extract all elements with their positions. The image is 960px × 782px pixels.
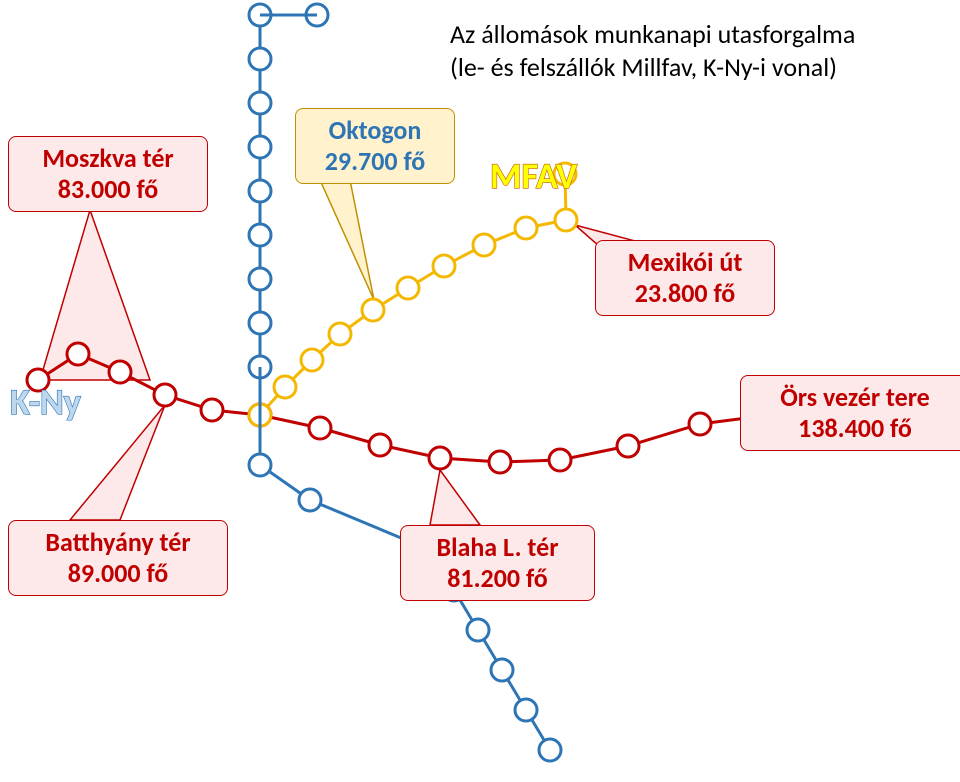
station-yellow-7 — [473, 234, 495, 256]
callout-ors-name: Örs vezér tere — [755, 382, 955, 413]
station-blue_north-6 — [249, 268, 271, 290]
station-yellow-4 — [362, 299, 384, 321]
callout-mexikoi-value: 23.800 fő — [610, 278, 760, 309]
station-yellow-3 — [329, 323, 351, 345]
station-red_west-2 — [109, 361, 131, 383]
callout-moszkva-value: 83.000 fő — [23, 174, 193, 205]
callout-tail-batthyany — [70, 405, 165, 520]
station-yellow-2 — [301, 349, 323, 371]
callout-batthyany-name: Batthyány tér — [23, 527, 213, 558]
station-red_east-5 — [549, 449, 571, 471]
callout-ors-value: 138.400 fő — [755, 413, 955, 444]
title-l2: (le- és felszállók Millfav, K-Ny-i vonal… — [450, 51, 837, 83]
title-l1: Az állomások munkanapi utasforgalma — [450, 18, 855, 50]
callout-ors: Örs vezér tere138.400 fő — [740, 375, 960, 451]
station-red_east-3 — [429, 447, 451, 469]
station-yellow-6 — [433, 255, 455, 277]
station-blue_north-2 — [249, 92, 271, 114]
station-red_west-4 — [201, 399, 223, 421]
station-blue_north-4 — [249, 180, 271, 202]
callout-mexikoi-name: Mexikói út — [610, 247, 760, 278]
station-yellow-1 — [274, 376, 296, 398]
station-red_east-2 — [369, 434, 391, 456]
station-blue_south-5 — [539, 739, 561, 761]
station-blue-join — [249, 454, 271, 476]
station-yellow-5 — [397, 277, 419, 299]
station-blue_north-7 — [249, 312, 271, 334]
station-blue_north-5 — [249, 224, 271, 246]
station-blue_south-2 — [467, 619, 489, 641]
callout-oktogon-name: Oktogon — [310, 115, 440, 146]
callout-blaha: Blaha L. tér81.200 fő — [400, 525, 595, 601]
station-yellow-9 — [555, 209, 577, 231]
callout-moszkva: Moszkva tér83.000 fő — [8, 136, 208, 212]
callout-moszkva-name: Moszkva tér — [23, 143, 193, 174]
callout-mexikoi: Mexikói út23.800 fő — [595, 240, 775, 316]
station-red_east-1 — [309, 417, 331, 439]
station-blue_north-1 — [249, 48, 271, 70]
station-yellow-8 — [515, 217, 537, 239]
callout-tail-oktogon — [320, 180, 374, 300]
station-red_east-7 — [689, 413, 711, 435]
line-label-kny: K-Ny — [10, 380, 81, 424]
callout-tail-blaha — [430, 470, 480, 525]
callout-tail-moszkva — [40, 210, 150, 380]
callout-oktogon: Oktogon29.700 fő — [295, 108, 455, 184]
station-red_west-3 — [154, 384, 176, 406]
station-red_east-4 — [489, 451, 511, 473]
station-red_east-6 — [617, 435, 639, 457]
diagram-title: Az állomások munkanapi utasforgalma(le- … — [450, 18, 855, 83]
line-label-mfav: MFAV — [490, 154, 578, 198]
station-blue_south-3 — [491, 659, 513, 681]
station-blue_south-4 — [515, 699, 537, 721]
station-blue_north-3 — [249, 136, 271, 158]
callout-oktogon-value: 29.700 fő — [310, 146, 440, 177]
callout-batthyany: Batthyány tér89.000 fő — [8, 520, 228, 596]
callout-batthyany-value: 89.000 fő — [23, 558, 213, 589]
station-blue-join2 — [299, 489, 321, 511]
station-red_west-1 — [67, 343, 89, 365]
callout-blaha-value: 81.200 fő — [415, 563, 580, 594]
callout-blaha-name: Blaha L. tér — [415, 532, 580, 563]
